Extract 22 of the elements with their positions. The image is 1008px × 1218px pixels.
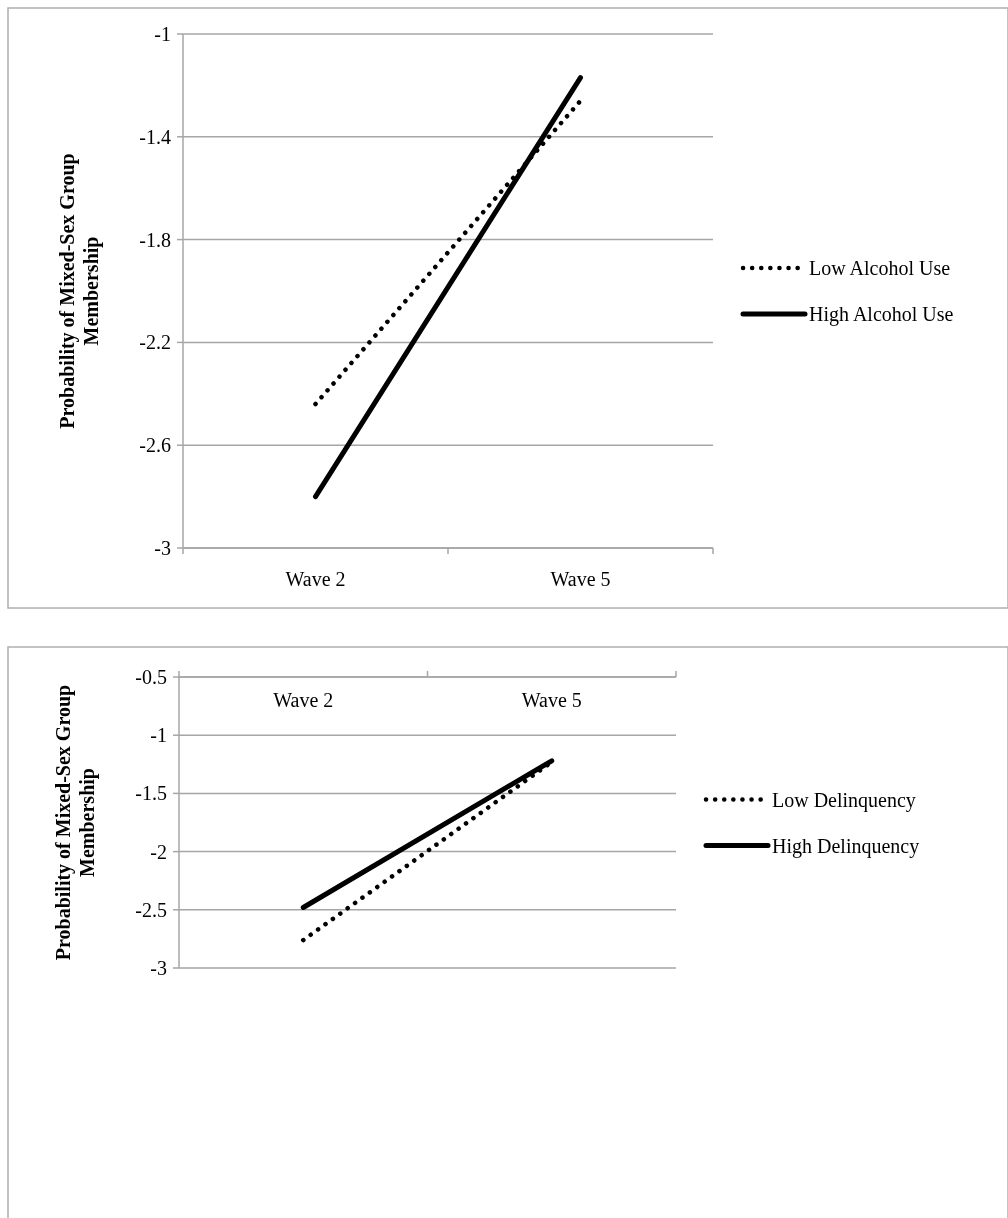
y-tick-label: -1.8 [139,228,171,251]
y-tick-label: -1 [150,724,167,747]
legend-label: Low Delinquency [772,788,916,812]
x-tick-label: Wave 5 [521,689,582,711]
y-axis-title: Probability of Mixed-Sex Group Membership [56,153,103,429]
y-tick-label: -3 [150,957,167,979]
y-tick-label: -0.5 [135,666,167,688]
y-axis-title: Probability of Mixed-Sex Group Membership [52,684,99,961]
y-tick-label: -2 [150,840,167,863]
x-tick-label: Wave 2 [273,689,334,711]
legend-label: High Alcohol Use [809,303,954,326]
y-tick-label: -1 [154,23,171,45]
y-tick-label: -2.5 [135,898,167,921]
legend-label: Low Alcohol Use [809,257,951,279]
legend-label: High Delinquency [772,834,920,858]
y-tick-label: -2.2 [139,331,171,354]
x-tick-label: Wave 5 [550,568,611,590]
y-tick-label: -2.6 [139,434,171,457]
y-tick-label: -3 [154,537,171,559]
y-tick-label: -1.5 [135,782,167,805]
x-tick-label: Wave 2 [285,568,346,590]
y-tick-label: -1.4 [139,125,171,148]
